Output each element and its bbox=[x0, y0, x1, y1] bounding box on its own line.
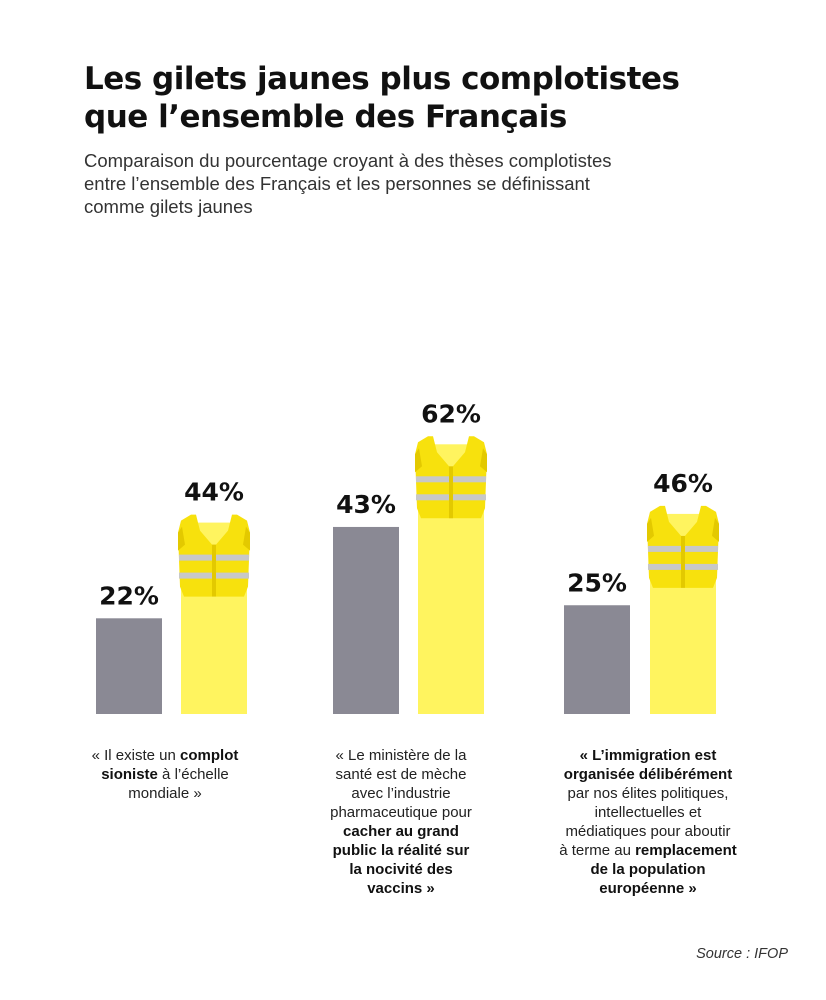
value-label-gilets-2: 62% bbox=[421, 399, 481, 428]
caption-line: vaccins » bbox=[301, 879, 501, 898]
caption-bold-text: sioniste bbox=[101, 766, 158, 783]
caption-line: « L’immigration est bbox=[548, 746, 748, 765]
yellow-vest-icon-2 bbox=[415, 436, 487, 519]
bar-ensemble-1 bbox=[96, 618, 162, 714]
caption-text: à l’échelle bbox=[157, 766, 229, 783]
yellow-vest-icon-3 bbox=[647, 505, 719, 588]
caption-line: pharmaceutique pour bbox=[301, 803, 501, 822]
caption-line: mondiale » bbox=[65, 784, 265, 803]
caption-line: organisée délibérément bbox=[548, 765, 748, 784]
caption-text: médiatiques pour aboutir bbox=[565, 823, 731, 840]
caption-text: « Le ministère de la bbox=[335, 747, 467, 764]
caption-bold-text: la nocivité des bbox=[349, 861, 453, 878]
caption-text: mondiale » bbox=[128, 785, 202, 802]
value-label-ensemble-2: 43% bbox=[336, 490, 396, 519]
caption-line: de la population bbox=[548, 860, 748, 879]
caption-bold-text: européenne » bbox=[599, 880, 697, 897]
caption-line: intellectuelles et bbox=[548, 803, 748, 822]
caption-ministere-sante: « Le ministère de la santé est de mèche av… bbox=[301, 746, 501, 898]
value-label-gilets-3: 46% bbox=[653, 469, 713, 498]
yellow-vest-icon-1 bbox=[178, 514, 250, 597]
bar-chart: 22% 44% 43% 62% 25% 46% bbox=[96, 399, 719, 714]
caption-text: pharmaceutique pour bbox=[330, 804, 472, 821]
caption-line: « Le ministère de la bbox=[301, 746, 501, 765]
caption-text: par nos élites politiques, bbox=[567, 785, 729, 802]
chart-title: Les gilets jaunes plus complotistes que … bbox=[84, 60, 764, 136]
caption-bold-text: cacher au grand bbox=[343, 823, 459, 840]
value-label-ensemble-3: 25% bbox=[567, 568, 627, 597]
caption-bold-text: de la population bbox=[590, 861, 706, 878]
caption-line: « Il existe un complot bbox=[65, 746, 265, 765]
caption-line: sioniste à l’échelle bbox=[65, 765, 265, 784]
caption-line: avec l’industrie bbox=[301, 784, 501, 803]
bar-ensemble-2 bbox=[333, 526, 399, 714]
caption-bold-text: vaccins » bbox=[367, 880, 435, 897]
caption-line: médiatiques pour aboutir bbox=[548, 822, 748, 841]
chart-subtitle-line-1: Comparaison du pourcentage croyant à des… bbox=[84, 150, 612, 171]
caption-text: intellectuelles et bbox=[594, 804, 702, 821]
chart-title-line-1: Les gilets jaunes plus complotistes bbox=[84, 61, 680, 97]
caption-line: la nocivité des bbox=[301, 860, 501, 879]
bar-ensemble-3 bbox=[564, 605, 630, 714]
caption-bold-text: complot bbox=[180, 747, 239, 764]
caption-line: par nos élites politiques, bbox=[548, 784, 748, 803]
caption-complot-sioniste: « Il existe un complot sioniste à l’échel… bbox=[65, 746, 265, 803]
chart-subtitle-line-2: entre l’ensemble des Français et les per… bbox=[84, 173, 590, 194]
caption-line: public la réalité sur bbox=[301, 841, 501, 860]
chart-subtitle-line-3: comme gilets jaunes bbox=[84, 196, 253, 217]
caption-line: santé est de mèche bbox=[301, 765, 501, 784]
caption-line: cacher au grand bbox=[301, 822, 501, 841]
caption-text: à terme au bbox=[559, 842, 636, 859]
caption-text: avec l’industrie bbox=[351, 785, 451, 802]
caption-bold-text: organisée délibérément bbox=[563, 766, 733, 783]
value-label-gilets-1: 44% bbox=[184, 478, 244, 507]
caption-immigration: « L’immigration est organisée délibérémen… bbox=[548, 746, 748, 898]
caption-line: européenne » bbox=[548, 879, 748, 898]
chart-subtitle: Comparaison du pourcentage croyant à des… bbox=[84, 149, 704, 218]
caption-text: santé est de mèche bbox=[335, 766, 467, 783]
value-label-ensemble-1: 22% bbox=[99, 581, 159, 610]
source-note: Source : IFOP bbox=[696, 946, 788, 962]
chart-title-line-2: que l’ensemble des Français bbox=[84, 99, 567, 135]
caption-bold-text: public la réalité sur bbox=[332, 842, 470, 859]
caption-bold-text: « L’immigration est bbox=[579, 747, 717, 764]
caption-text: « Il existe un bbox=[91, 747, 181, 764]
caption-line: à terme au remplacement bbox=[548, 841, 748, 860]
caption-bold-text: remplacement bbox=[635, 842, 737, 859]
